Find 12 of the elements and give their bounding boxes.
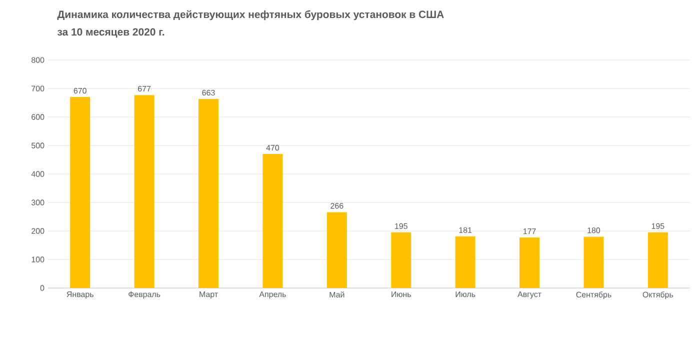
bar — [455, 236, 476, 288]
bar — [391, 232, 412, 288]
bar — [134, 95, 154, 288]
bar — [520, 238, 540, 288]
chart-subtitle: за 10 месяцев 2020 г. — [57, 28, 164, 38]
chart-title: Динамика количества действующих нефтяных буровых установок в США — [57, 10, 444, 20]
bar — [326, 212, 347, 288]
bar — [262, 154, 283, 288]
bar — [584, 236, 604, 288]
bar — [198, 99, 219, 288]
bar — [648, 232, 668, 288]
bar — [70, 97, 90, 288]
